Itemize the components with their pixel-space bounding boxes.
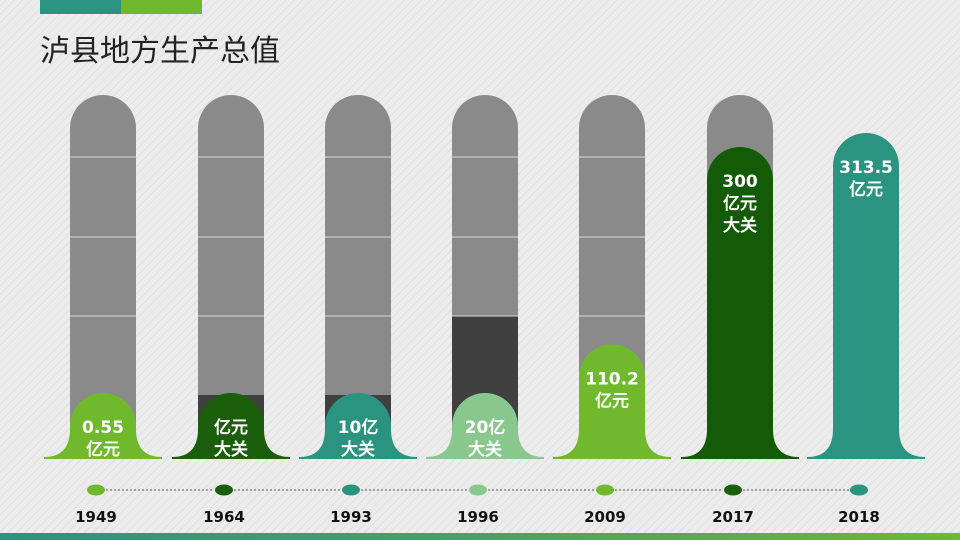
bar-label-1949: 0.55 亿元 — [82, 418, 124, 460]
x-tick-label: 2018 — [838, 508, 880, 526]
timeline-marker-2018 — [850, 484, 868, 496]
bar-label-line: 300 — [722, 172, 758, 192]
bar-1996 — [426, 393, 544, 459]
title-accent-green — [121, 0, 202, 14]
x-tick-label: 2009 — [584, 508, 626, 526]
x-tick-label: 1949 — [75, 508, 117, 526]
bar-label-line: 亿元 — [849, 179, 883, 200]
bar-label-1993: 10亿大关 — [338, 417, 379, 460]
bar-label-line: 大关 — [468, 439, 502, 460]
title-accent-teal — [40, 0, 121, 14]
bar-label-line: 0.55 — [82, 418, 124, 438]
timeline-marker-1949 — [87, 484, 105, 496]
bar-tracks — [70, 95, 773, 459]
bar-track — [198, 95, 264, 459]
bar-label-2009: 110.2 亿元 — [585, 369, 639, 411]
bar-1949 — [44, 393, 162, 459]
bar-label-line: 10亿 — [338, 417, 379, 438]
bar-label-line: 大关 — [723, 215, 757, 236]
bar-track — [325, 95, 391, 459]
timeline-marker-1993 — [342, 484, 360, 496]
x-tick-label: 1964 — [203, 508, 245, 526]
bar-label-2017: 300 亿元大关 — [722, 172, 758, 236]
bar-label-line: 20亿 — [465, 417, 506, 438]
bar-2009 — [553, 344, 671, 459]
bar-label-line: 313.5 — [839, 158, 893, 178]
bar-2017 — [681, 147, 799, 459]
x-tick-label: 2017 — [712, 508, 754, 526]
bar-label-1996: 20亿大关 — [465, 417, 506, 460]
bar-label-line: 亿元 — [86, 439, 120, 460]
x-tick-label: 1996 — [457, 508, 499, 526]
bar-label-1964: 亿元大关 — [214, 417, 248, 460]
timeline-marker-2009 — [596, 484, 614, 496]
x-tick-label: 1993 — [330, 508, 372, 526]
bar-label-line: 亿元 — [214, 417, 248, 438]
bar-label-line: 大关 — [341, 439, 375, 460]
bar-label-line: 大关 — [214, 439, 248, 460]
page-title: 泸县地方生产总值 — [40, 34, 280, 69]
bar-label-line: 110.2 — [585, 369, 639, 389]
timeline: 1949 1964 1993 1996 2009 2017 2018 — [75, 484, 880, 526]
timeline-marker-1964 — [215, 484, 233, 496]
timeline-marker-2017 — [724, 484, 742, 496]
bar-1993 — [299, 393, 417, 459]
bottom-gradient-bar — [0, 533, 960, 540]
bar-1964 — [172, 393, 290, 459]
bar-label-line: 亿元 — [595, 390, 629, 411]
bar-2018 — [807, 132, 925, 459]
bar-track — [70, 95, 136, 459]
bar-label-2018: 313.5 亿元 — [839, 158, 893, 200]
bar-label-line: 亿元 — [723, 193, 757, 214]
bar-series — [44, 132, 925, 459]
timeline-marker-1996 — [469, 484, 487, 496]
